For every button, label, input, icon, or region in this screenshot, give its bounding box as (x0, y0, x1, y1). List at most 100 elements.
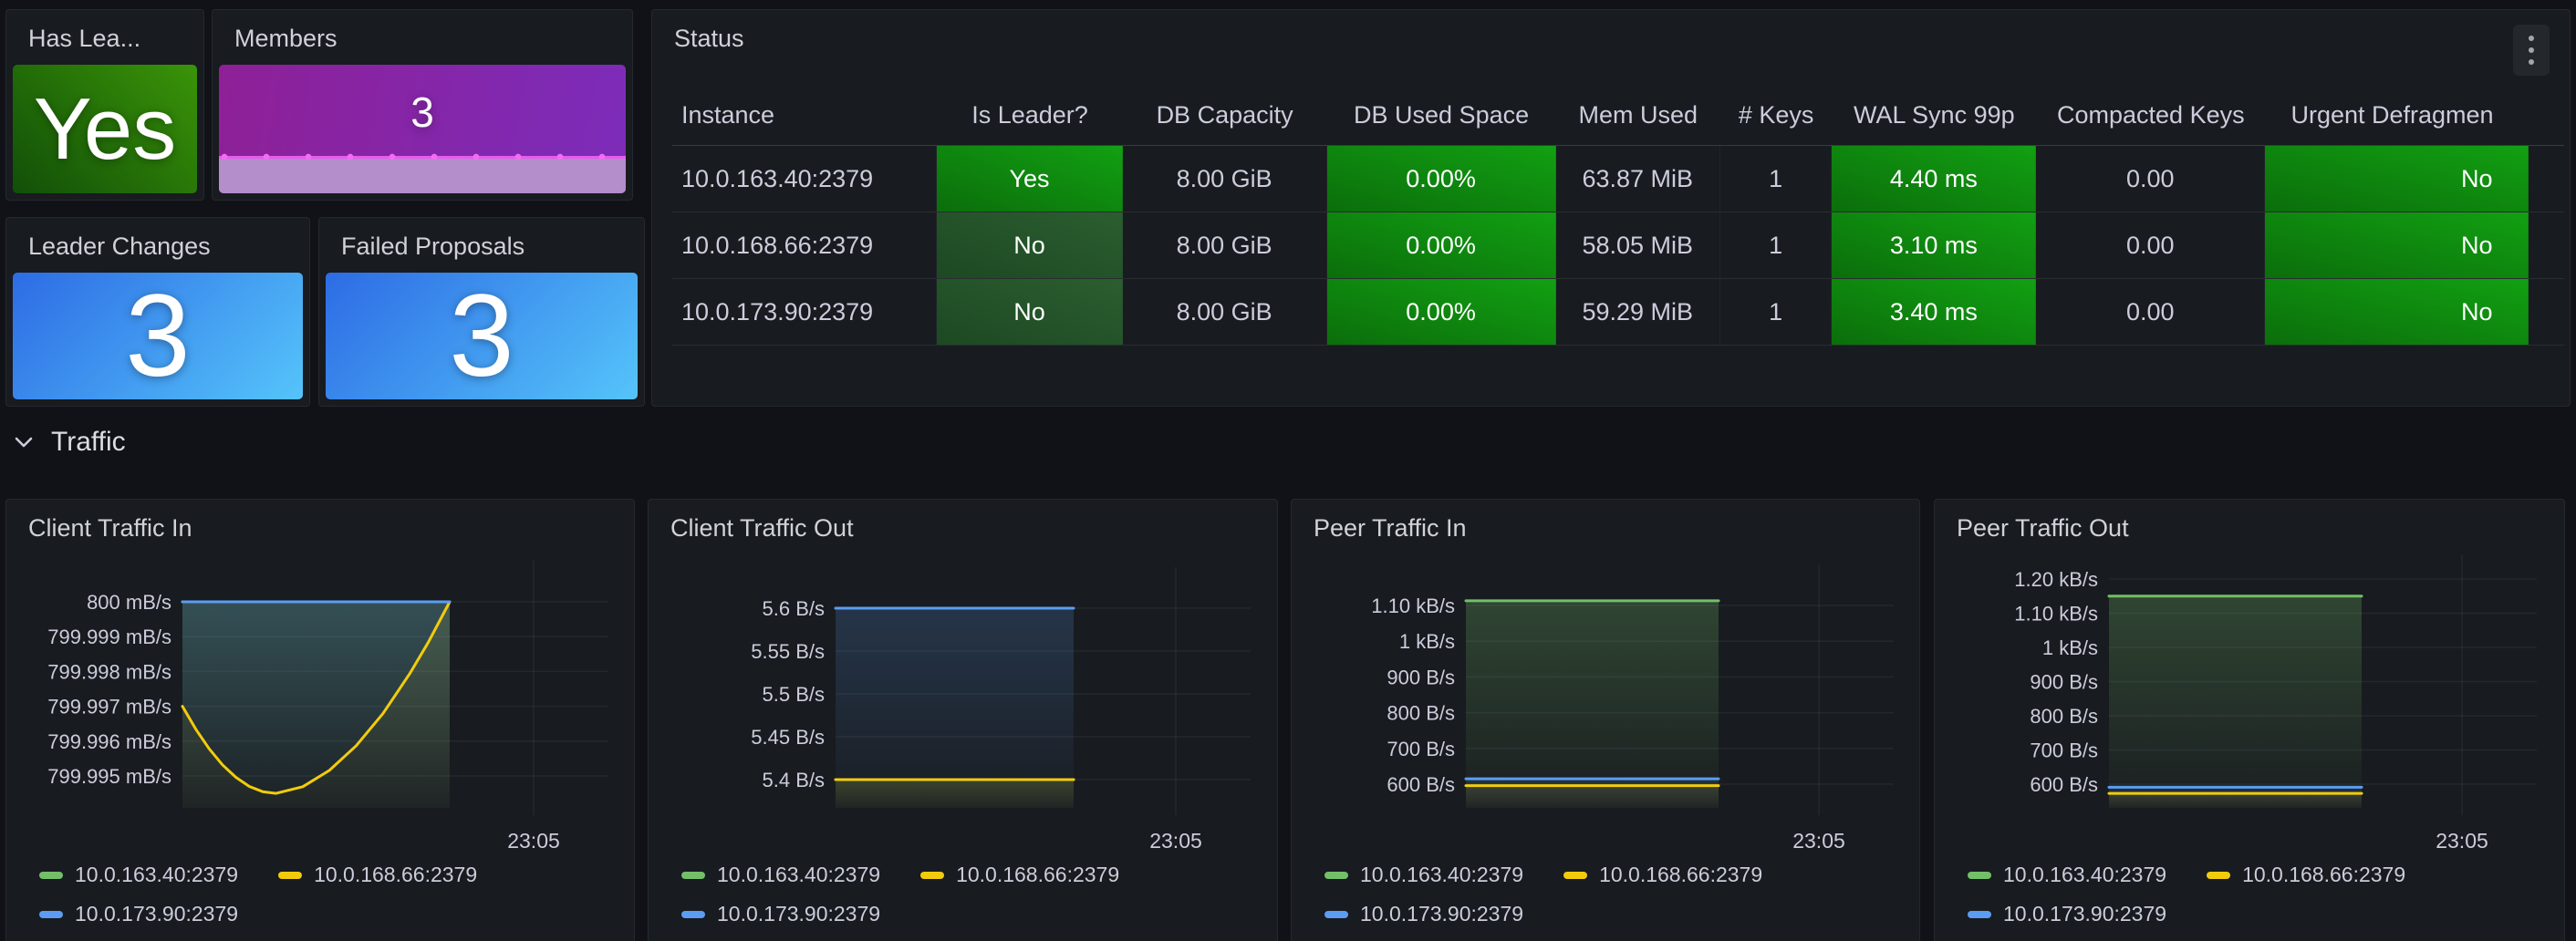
column-header-keys[interactable]: # Keys (1738, 100, 1814, 129)
y-axis-tick: 1.10 kB/s (1371, 595, 1455, 617)
table-cell-is-leader: No (937, 279, 1123, 345)
column-header-mem-used[interactable]: Mem Used (1578, 100, 1698, 129)
stat-leader-changes-bg: 3 (13, 273, 303, 399)
column-header-instance[interactable]: Instance (681, 100, 775, 129)
panel-menu-kebab-icon[interactable] (2513, 25, 2550, 76)
table-cell-keys: 1 (1720, 279, 1833, 345)
time-series-chart[interactable]: 1.20 kB/s 1.10 kB/s 1 kB/s 900 B/s 800 B/s 70… (1935, 554, 2564, 860)
series-area-fill (1466, 600, 1719, 808)
legend-series-label: 10.0.168.66:2379 (1599, 863, 1763, 886)
table-cell-urgent-defragmen: No (2265, 279, 2529, 345)
column-header-db-used-space[interactable]: DB Used Space (1354, 100, 1530, 129)
panel-title: Client Traffic In (28, 514, 192, 542)
table-cell-mem-used: 59.29 MiB (1556, 279, 1720, 345)
legend-series-label: 10.0.168.66:2379 (2242, 863, 2406, 886)
panel-title: Members (234, 25, 338, 52)
legend-row: 10.0.163.40:2379 10.0.168.66:2379 (39, 863, 477, 887)
y-axis-tick: 799.999 mB/s (47, 626, 171, 648)
legend-series-swatch (1968, 910, 1991, 918)
panel-has-leader: Has Lea... Yes (5, 9, 204, 201)
stat-failed-proposals-bg: 3 (326, 273, 638, 399)
time-series-chart[interactable]: 1.10 kB/s 1 kB/s 900 B/s 800 B/s 700 B/s 600 … (1292, 554, 1921, 860)
legend-row: 10.0.173.90:2379 (1968, 902, 2405, 926)
panel-title: Peer Traffic In (1314, 514, 1467, 542)
column-header-compacted-keys[interactable]: Compacted Keys (2057, 100, 2245, 129)
column-header-urgent-defragmen[interactable]: Urgent Defragmen (2290, 100, 2494, 129)
chart-legend: 10.0.163.40:2379 10.0.168.66:2379 10.0.173… (39, 863, 477, 926)
legend-series-label: 10.0.163.40:2379 (75, 863, 239, 886)
x-axis-tick: 23:05 (1149, 829, 1202, 853)
y-axis-tick: 600 B/s (1387, 773, 1455, 796)
x-axis-tick: 23:05 (1792, 829, 1845, 853)
legend-series-swatch (39, 871, 63, 879)
legend-series-swatch (1563, 871, 1588, 879)
chart-legend: 10.0.163.40:2379 10.0.168.66:2379 10.0.173… (1324, 863, 1762, 926)
panel-client-traffic-out: Client Traffic Out 5.6 B/s 5.55 B/s 5.5 B/s… (648, 499, 1278, 941)
y-axis-tick: 799.996 mB/s (47, 730, 171, 753)
chart-legend: 10.0.163.40:2379 10.0.168.66:2379 10.0.173… (1968, 863, 2405, 926)
legend-series-swatch (278, 871, 303, 879)
series-line (181, 600, 452, 795)
y-axis-tick: 5.45 B/s (751, 726, 825, 749)
legend-series-label: 10.0.168.66:2379 (956, 863, 1120, 886)
legend-series-label: 10.0.163.40:2379 (2003, 863, 2167, 886)
table-cell-keys: 1 (1720, 146, 1833, 212)
section-traffic-toggle[interactable]: Traffic (13, 427, 126, 458)
y-axis-tick: 800 mB/s (87, 591, 171, 614)
legend-series-label: 10.0.173.90:2379 (717, 902, 881, 925)
y-axis-tick: 1 kB/s (1399, 630, 1455, 653)
legend-item[interactable]: 10.0.168.66:2379 (920, 863, 1119, 887)
table-cell-is-leader: Yes (937, 146, 1123, 212)
legend-item[interactable]: 10.0.168.66:2379 (278, 863, 477, 887)
legend-row: 10.0.163.40:2379 10.0.168.66:2379 (1968, 863, 2405, 887)
legend-item[interactable]: 10.0.168.66:2379 (1563, 863, 1762, 887)
table-cell-urgent-defragmen: No (2265, 146, 2529, 212)
y-axis-tick: 5.6 B/s (763, 597, 825, 620)
stat-members-bg: 3 (219, 65, 626, 193)
series-area-fill (2109, 787, 2362, 808)
legend-series-label: 10.0.173.90:2379 (2003, 902, 2167, 925)
series-area-fill (1466, 779, 1719, 808)
panel-title: Status (674, 25, 744, 52)
legend-series-swatch (1968, 871, 1991, 879)
legend-item[interactable]: 10.0.173.90:2379 (681, 902, 880, 926)
table-cell-compacted-keys: 0.00 (2036, 146, 2266, 212)
legend-item[interactable]: 10.0.173.90:2379 (1968, 902, 2166, 926)
legend-item[interactable]: 10.0.163.40:2379 (1324, 863, 1523, 887)
legend-series-swatch (39, 910, 63, 918)
panel-title: Leader Changes (28, 233, 211, 260)
legend-series-label: 10.0.163.40:2379 (1360, 863, 1524, 886)
y-axis-tick: 800 B/s (2030, 705, 2098, 728)
x-axis-tick: 23:05 (2436, 829, 2488, 853)
legend-row: 10.0.163.40:2379 10.0.168.66:2379 (1324, 863, 1762, 887)
time-series-chart[interactable]: 800 mB/s 799.999 mB/s 799.998 mB/s 799.997 … (6, 554, 636, 860)
legend-series-label: 10.0.168.66:2379 (314, 863, 478, 886)
legend-item[interactable]: 10.0.173.90:2379 (1324, 902, 1523, 926)
legend-item[interactable]: 10.0.168.66:2379 (2207, 863, 2405, 887)
panel-failed-proposals: Failed Proposals 3 (318, 217, 645, 407)
legend-item[interactable]: 10.0.163.40:2379 (1968, 863, 2166, 887)
legend-series-swatch (2207, 871, 2231, 879)
column-header-db-capacity[interactable]: DB Capacity (1156, 100, 1293, 129)
legend-item[interactable]: 10.0.163.40:2379 (681, 863, 880, 887)
table-cell-db-used-space: 0.00% (1326, 212, 1556, 278)
table-row: 10.0.168.66:2379 No 8.00 GiB 0.00% 58.05 MiB… (672, 212, 2564, 279)
panel-title: Peer Traffic Out (1957, 514, 2129, 542)
table-cell-wal-sync-99p: 4.40 ms (1832, 146, 2037, 212)
column-header-wal-sync-99p[interactable]: WAL Sync 99p (1854, 100, 2015, 129)
legend-item[interactable]: 10.0.173.90:2379 (39, 902, 238, 926)
panel-members: Members 3 (212, 9, 633, 201)
table-cell-db-capacity: 8.00 GiB (1123, 279, 1327, 345)
column-header-is-leader[interactable]: Is Leader? (971, 100, 1088, 129)
sparkline-point-markers (219, 151, 626, 162)
time-series-chart[interactable]: 5.6 B/s 5.55 B/s 5.5 B/s 5.45 B/s 5.4 B/s 23:… (649, 554, 1278, 860)
table-cell-db-used-space: 0.00% (1326, 146, 1556, 212)
table-cell-db-used-space: 0.00% (1326, 279, 1556, 345)
panel-title: Has Lea... (28, 25, 141, 52)
legend-series-label: 10.0.163.40:2379 (717, 863, 881, 886)
legend-item[interactable]: 10.0.163.40:2379 (39, 863, 238, 887)
legend-series-label: 10.0.173.90:2379 (75, 902, 239, 925)
panel-status: Status Instance Is Leader? DB Capacity DB U… (651, 9, 2571, 407)
y-axis-tick: 799.997 mB/s (47, 696, 171, 719)
series-area-fill (836, 608, 1074, 808)
